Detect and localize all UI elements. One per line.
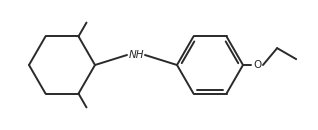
- Text: O: O: [253, 60, 261, 70]
- Text: NH: NH: [128, 50, 144, 60]
